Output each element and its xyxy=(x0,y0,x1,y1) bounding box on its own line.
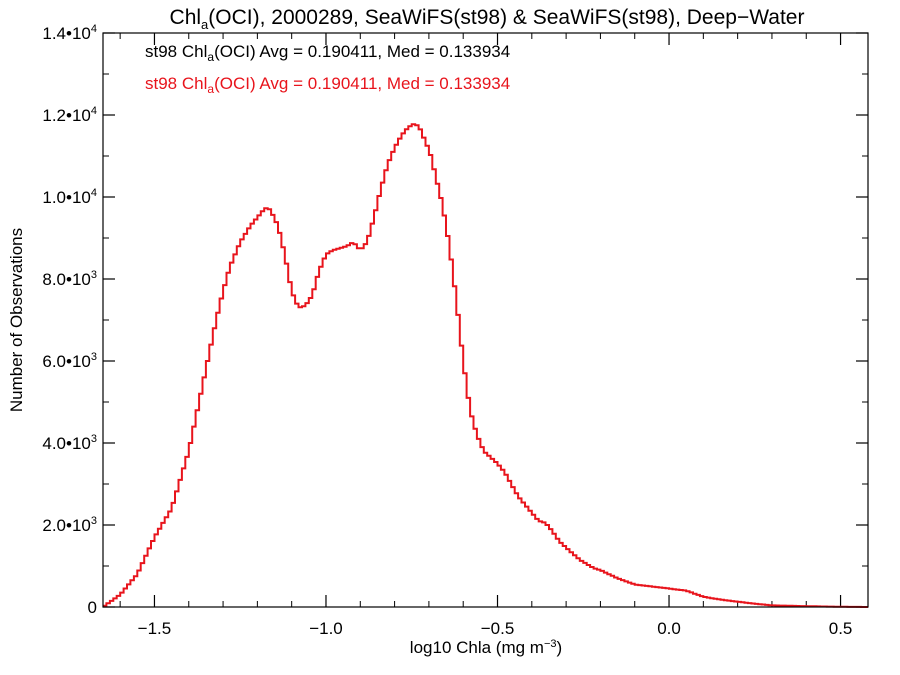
legend-entry-red: st98 Chla(OCI) Avg = 0.190411, Med = 0.1… xyxy=(145,74,510,96)
x-tick-label: −1.5 xyxy=(138,619,172,638)
legend-red-pre: st98 Chl xyxy=(145,74,207,93)
xlabel-end: ) xyxy=(557,638,563,657)
y-tick-label-base: 4.0•10 xyxy=(42,434,91,453)
legend-red-sub: a xyxy=(207,82,214,96)
y-tick-label: 1.0•104 xyxy=(42,187,97,207)
y-tick-label: 6.0•103 xyxy=(42,351,97,371)
y-tick-label-base: 6.0•10 xyxy=(42,352,91,371)
y-tick-label: 4.0•103 xyxy=(42,433,97,453)
legend-red-post: (OCI) Avg = 0.190411, Med = 0.133934 xyxy=(214,74,510,93)
y-tick-label-base: 8.0•10 xyxy=(42,270,91,289)
y-tick-label-exponent: 3 xyxy=(91,433,97,445)
y-tick-label-exponent: 3 xyxy=(91,269,97,281)
y-tick-label: 0 xyxy=(88,598,97,617)
y-tick-label-exponent: 3 xyxy=(91,351,97,363)
y-tick-label: 2.0•103 xyxy=(42,515,97,535)
chart-title: Chla(OCI), 2000289, SeaWiFS(st98) & SeaW… xyxy=(170,6,805,32)
y-tick-label-exponent: 3 xyxy=(91,515,97,527)
x-axis-ticks: −1.5 −1.0 −0.5 0.0 0.5 xyxy=(119,33,853,638)
y-tick-label-base: 2.0•10 xyxy=(42,516,91,535)
title-subscript: a xyxy=(201,17,209,32)
x-tick-label: 0.5 xyxy=(829,619,853,638)
y-tick-label-base: 1.0•10 xyxy=(42,188,91,207)
legend-entry-black: st98 Chla(OCI) Avg = 0.190411, Med = 0.1… xyxy=(145,42,510,64)
x-tick-label: −0.5 xyxy=(481,619,515,638)
y-tick-label-base: 0 xyxy=(88,598,97,617)
y-tick-label: 8.0•103 xyxy=(42,269,97,289)
x-axis-label: log10 Chla (mg m−3) xyxy=(410,638,562,657)
y-tick-label-exponent: 4 xyxy=(91,105,97,117)
y-axis-ticks: 02.0•1034.0•1036.0•1038.0•1031.0•1041.2•… xyxy=(42,23,868,617)
legend-black-post: (OCI) Avg = 0.190411, Med = 0.133934 xyxy=(214,42,510,61)
y-tick-label-exponent: 4 xyxy=(91,23,97,35)
title-main: Chl xyxy=(170,6,202,29)
title-rest: (OCI), 2000289, SeaWiFS(st98) & SeaWiFS(… xyxy=(208,6,804,29)
y-tick-label: 1.4•104 xyxy=(42,23,97,43)
x-tick-label: −1.0 xyxy=(309,619,343,638)
y-tick-label: 1.2•104 xyxy=(42,105,97,125)
xlabel-main: log10 Chla (mg m xyxy=(410,638,544,657)
xlabel-superscript: −3 xyxy=(544,638,557,650)
legend-black-pre: st98 Chl xyxy=(145,42,207,61)
series-line-0 xyxy=(103,123,868,608)
y-tick-label-exponent: 4 xyxy=(91,187,97,199)
x-tick-label: 0.0 xyxy=(657,619,681,638)
y-axis-label: Number of Observations xyxy=(7,228,26,412)
series-layer xyxy=(103,123,868,608)
plot-frame xyxy=(102,32,869,608)
y-tick-label-base: 1.2•10 xyxy=(42,106,91,125)
y-tick-label-base: 1.4•10 xyxy=(42,24,91,43)
legend-black-sub: a xyxy=(207,50,214,64)
